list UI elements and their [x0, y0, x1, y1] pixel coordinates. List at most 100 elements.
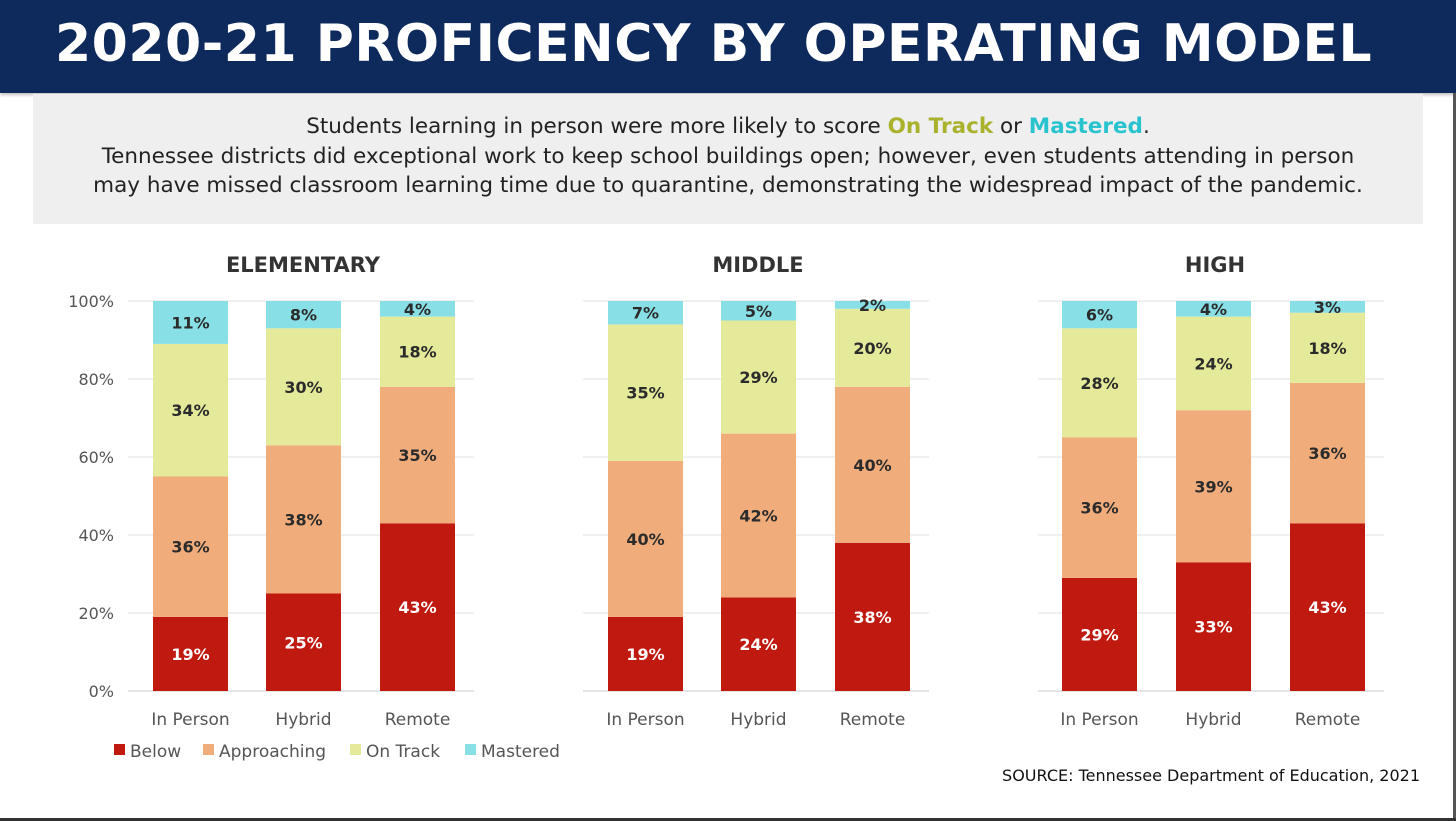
bar-segment: [153, 616, 228, 691]
data-label: 42%: [739, 507, 777, 526]
data-label: 20%: [853, 339, 891, 358]
subtitle-line-1-suffix: .: [1142, 114, 1150, 139]
bar-segment: [380, 386, 455, 524]
bar-segment: [1176, 316, 1251, 411]
bar-segment: [266, 328, 341, 446]
data-label: 7%: [632, 304, 659, 323]
x-tick-label: In Person: [1060, 710, 1138, 730]
bar-segment: [1062, 577, 1137, 691]
bar-segment: [721, 320, 796, 434]
x-tick-label: Remote: [1295, 710, 1361, 730]
y-tick-label: 100%: [68, 292, 114, 311]
data-label: 38%: [284, 510, 322, 529]
legend-swatch: [350, 744, 361, 755]
data-label: 28%: [1080, 374, 1118, 393]
mastered-highlight: Mastered: [1028, 114, 1143, 139]
data-label: 36%: [1308, 444, 1346, 463]
data-label: 36%: [1080, 499, 1118, 518]
source-note: SOURCE: Tennessee Department of Educatio…: [1002, 766, 1420, 785]
legend-label: On Track: [366, 742, 440, 762]
title-bar: 2020-21 PROFICENCY BY OPERATING MODEL: [0, 0, 1456, 93]
data-label: 24%: [739, 635, 777, 654]
x-tick-label: In Person: [606, 710, 684, 730]
data-label: 29%: [1080, 625, 1118, 644]
bar-segment: [266, 445, 341, 594]
bar-segment: [1176, 562, 1251, 691]
bar-segment: [835, 386, 910, 543]
data-label: 25%: [284, 633, 322, 652]
page-title: 2020-21 PROFICENCY BY OPERATING MODEL: [55, 14, 1373, 74]
y-tick-label: 0%: [89, 682, 114, 701]
bar-segment: [608, 460, 683, 617]
data-label: 19%: [171, 645, 209, 664]
subtitle-line-1: Students learning in person were more li…: [33, 112, 1423, 142]
bar-segment: [153, 343, 228, 477]
panel-title: ELEMENTARY: [226, 253, 381, 277]
panel-title: HIGH: [1185, 253, 1245, 277]
bar-segment: [1290, 523, 1365, 691]
x-tick-label: In Person: [151, 710, 229, 730]
x-tick-label: Remote: [840, 710, 906, 730]
data-label: 40%: [626, 530, 664, 549]
y-tick-label: 20%: [78, 604, 114, 623]
x-tick-label: Hybrid: [1185, 710, 1241, 730]
data-label: 18%: [1308, 339, 1346, 358]
bar-segment: [1176, 301, 1251, 317]
data-label: 2%: [859, 296, 886, 315]
bar-segment: [153, 476, 228, 617]
legend-label: Approaching: [219, 742, 326, 762]
data-label: 24%: [1194, 354, 1232, 373]
data-label: 5%: [745, 302, 772, 321]
frame-bottom-edge: [0, 818, 1456, 821]
bar-segment: [608, 301, 683, 325]
y-tick-label: 40%: [78, 526, 114, 545]
bar-segment: [380, 301, 455, 317]
frame-right-edge: [1453, 93, 1456, 821]
bar-segment: [266, 301, 341, 329]
y-tick-label: 60%: [78, 448, 114, 467]
bar-segment: [1290, 312, 1365, 383]
subtitle-box: Students learning in person were more li…: [33, 94, 1423, 224]
bar-segment: [380, 523, 455, 691]
bar-segment: [266, 593, 341, 691]
data-label: 35%: [398, 446, 436, 465]
legend-label: Mastered: [481, 742, 560, 762]
data-label: 43%: [398, 598, 436, 617]
data-label: 4%: [404, 300, 431, 319]
data-label: 34%: [171, 401, 209, 420]
data-label: 19%: [626, 645, 664, 664]
bar-segment: [1062, 328, 1137, 438]
bar-segment: [153, 301, 228, 344]
bar-segment: [721, 301, 796, 321]
data-label: 36%: [171, 538, 209, 557]
subtitle-line-3: may have missed classroom learning time …: [93, 173, 1363, 198]
data-label: 18%: [398, 343, 436, 362]
legend-label: Below: [130, 742, 181, 762]
data-label: 4%: [1200, 300, 1227, 319]
y-tick-label: 80%: [78, 370, 114, 389]
data-label: 39%: [1194, 477, 1232, 496]
bar-segment: [835, 542, 910, 691]
data-label: 40%: [853, 456, 891, 475]
panel-title: MIDDLE: [712, 253, 803, 277]
data-label: 33%: [1194, 618, 1232, 637]
data-label: 30%: [284, 378, 322, 397]
subtitle-line-1-prefix: Students learning in person were more li…: [306, 114, 888, 139]
legend-swatch: [114, 744, 125, 755]
legend-swatch: [203, 744, 214, 755]
bar-segment: [1176, 410, 1251, 563]
data-label: 29%: [739, 368, 777, 387]
data-label: 8%: [290, 306, 317, 325]
bar-segment: [608, 324, 683, 461]
legend-swatch: [465, 744, 476, 755]
bar-segment: [1290, 301, 1365, 313]
subtitle-line-2: Tennessee districts did exceptional work…: [101, 143, 1355, 169]
data-label: 38%: [853, 608, 891, 627]
on-track-highlight: On Track: [887, 114, 994, 139]
bar-segment: [1290, 382, 1365, 524]
bar-segment: [721, 597, 796, 691]
x-tick-label: Hybrid: [730, 710, 786, 730]
bar-segment: [1062, 437, 1137, 578]
data-label: 11%: [171, 313, 209, 332]
